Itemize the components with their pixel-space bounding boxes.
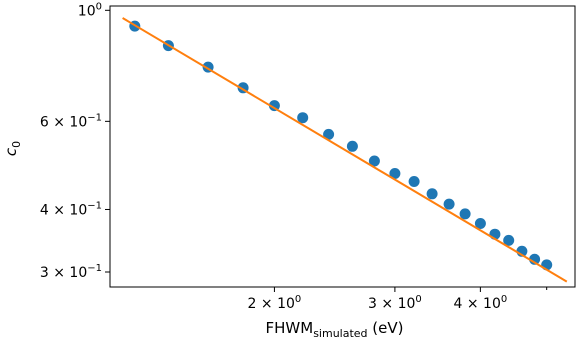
data-point xyxy=(389,168,401,179)
data-point xyxy=(368,155,380,167)
x-axis-label: FHWMsimulated (eV) xyxy=(266,319,404,340)
x-axis-label-main: FHWM xyxy=(266,319,314,337)
y-tick-label: 3 × 10−1 xyxy=(40,263,102,281)
data-point xyxy=(268,100,280,112)
x-tick-label: 3 × 100 xyxy=(368,294,422,312)
plot-area xyxy=(122,17,568,283)
data-point xyxy=(443,198,455,210)
y-tick-label: 4 × 10−1 xyxy=(40,200,102,218)
data-point xyxy=(459,208,471,220)
y-tick-label: 100 xyxy=(78,1,102,19)
data-point xyxy=(426,188,438,200)
y-axis-label: c0 xyxy=(2,141,23,156)
x-axis-label-subscript: simulated xyxy=(313,327,367,340)
y-axis-label-main: c xyxy=(2,147,20,156)
tick-layer: 2 × 100 3 × 100 4 × 100 100 6 × 10−1 4 × 10−1… xyxy=(40,1,548,312)
x-axis-label-suffix: (eV) xyxy=(368,319,404,337)
fit-line xyxy=(122,17,568,283)
data-point xyxy=(408,176,420,187)
x-tick-label: 4 × 100 xyxy=(454,294,508,312)
x-tick-label: 2 × 100 xyxy=(248,294,302,312)
data-point xyxy=(503,234,515,246)
data-point xyxy=(297,112,309,124)
data-point xyxy=(529,253,541,265)
data-point xyxy=(346,140,358,152)
data-point xyxy=(474,218,486,229)
y-axis-label-subscript: 0 xyxy=(10,141,23,148)
data-point xyxy=(323,128,335,140)
axes-frame xyxy=(109,5,576,288)
y-tick-label: 6 × 10−1 xyxy=(40,112,102,130)
